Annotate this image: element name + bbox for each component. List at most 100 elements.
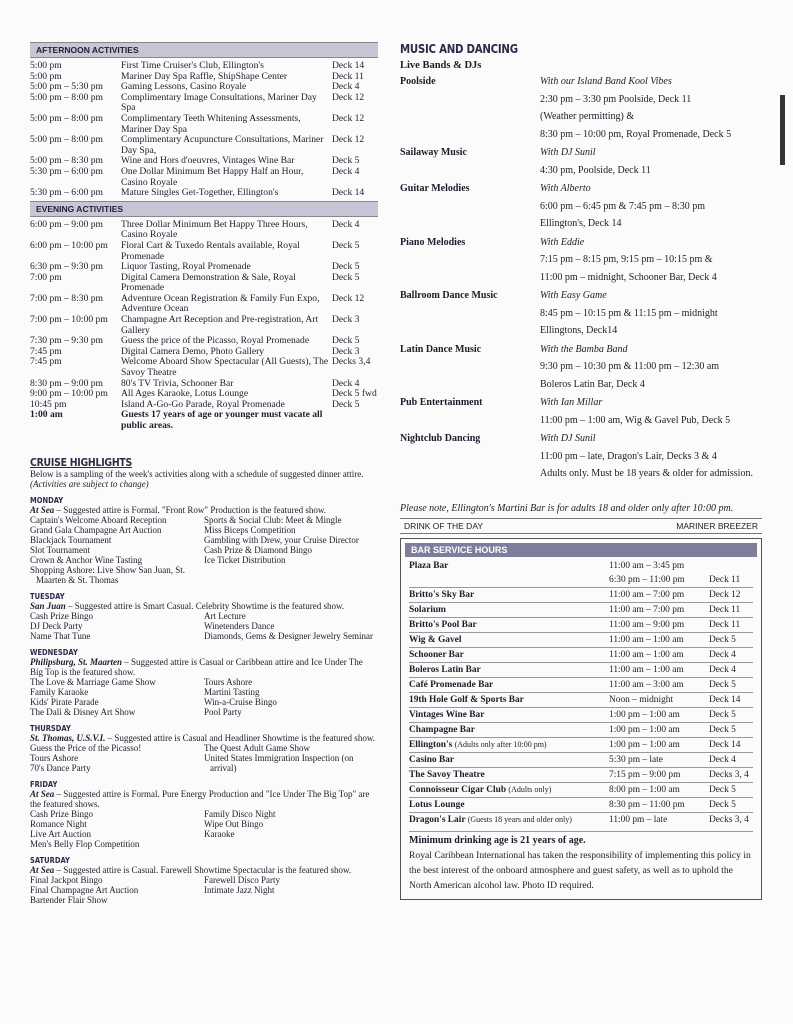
day-heading: WEDNESDAY [30,647,78,657]
hours-line: 11:00 am – 3:00 am [609,679,684,690]
hours: 1:00 pm – 1:00 am [609,708,709,722]
activity-lists: The Love & Marriage Game Show Family Kara… [30,677,378,717]
activity: Guess the price of the Picasso, Royal Pr… [121,335,310,347]
list-item: Name That Tune [30,630,91,641]
activity: Champagne Art Reception and Pre-registra… [121,314,319,336]
activity-row: 5:00 pm – 5:30 pm Gaming Lessons, Casino … [30,82,378,93]
music-row: Guitar Melodies With Alberto 6:00 pm – 6:4… [400,180,762,233]
bar-name: Café Promenade Bar [409,678,609,692]
list-item: DJ Deck Party [30,620,83,631]
hours-line: 11:00 am – 7:00 pm [609,604,685,615]
bar-name: Connoisseur Cigar Club (Adults only) [409,783,609,797]
hours-line: 6:30 pm – 11:00 pm [609,574,685,585]
details: With DJ Sunil 11:00 pm – late, Dragon's L… [540,430,753,483]
detail-line: With Eddie [540,236,585,248]
hours: 11:00 am – 7:00 pm [609,588,709,602]
time: 6:00 pm – 10:00 pm [30,239,108,251]
name: Casino Bar [409,754,455,765]
detail-line: With our Island Band Kool Vibes [540,76,672,87]
deck: Deck 5 [332,398,360,410]
music-row: Ballroom Dance Music With Easy Game 8:45 p… [400,287,762,340]
list-column: Sports & Social Club: Meet & Mingle Miss … [204,515,378,585]
name: 19th Hole Golf & Sports Bar [409,694,524,705]
deck: Deck 5 fwd [332,388,377,400]
day-intro: Philipsburg, St. Maarten – Suggested att… [30,657,378,677]
list-item: The Quest Adult Game Show [204,742,310,753]
hours-line: 5:30 pm – late [609,754,663,765]
list-item: Captain's Welcome Aboard Reception [30,514,167,525]
deck: Deck 12 [709,589,741,600]
place: At Sea [30,504,55,515]
activity-row: 10:45 pm Island A-Go-Go Parade, Royal Pro… [30,398,378,411]
list-item: Gambling with Drew, your Cruise Director [204,534,359,545]
detail-line: 11:00 pm – midnight, Schooner Bar, Deck … [540,271,717,283]
hours: 5:30 pm – late [609,753,709,767]
drink-of-day: DRINK OF THE DAY MARINER BREEZER [400,517,762,534]
list-item: Bartender Flair Show [30,894,108,905]
detail-line: 11:00 pm – 1:00 am, Wig & Gavel Pub, Dec… [540,414,731,426]
deck: Deck 4 [332,165,360,177]
details: With our Island Band Kool Vibes 2:30 pm –… [540,73,731,143]
list-item: Farewell Disco Party [204,874,280,885]
time: 5:00 pm [30,70,62,82]
music-row: Nightclub Dancing With DJ Sunil 11:00 pm –… [400,430,762,483]
list-column: Captain's Welcome Aboard Reception Grand … [30,515,204,585]
list-item: The Love & Marriage Game Show [30,676,156,687]
activity-row: 5:00 pm Mariner Day Spa Raffle, ShipShape… [30,70,378,83]
name: Britto's Pool Bar [409,619,477,630]
activity: One Dollar Minimum Bet Happy Half an Hou… [121,165,304,188]
deck: Deck 3 [332,345,360,357]
time: 6:30 pm – 9:30 pm [30,261,104,273]
activity-row: 6:30 pm – 9:30 pm Liquor Tasting, Royal P… [30,261,378,273]
detail-line: 4:30 pm, Poolside, Deck 11 [540,164,651,176]
hours-line: 1:00 pm – 1:00 am [609,739,680,750]
bar-row: Café Promenade Bar 11:00 am – 3:00 am Deck… [409,676,753,692]
activity-lists: Cash Prize Bingo DJ Deck Party Name That T… [30,611,378,641]
time: 5:00 pm – 8:00 pm [30,134,104,146]
activity-row: 7:00 pm – 10:00 pm Champagne Art Receptio… [30,314,378,336]
subtitle: Live Bands & DJs [400,60,482,71]
deck: Deck 11 [709,604,741,615]
time: 5:00 pm [30,60,62,71]
age: Minimum drinking age is 21 years of age. [409,830,753,846]
day-heading: THURSDAY [30,723,71,733]
deck: Decks 3,4 [332,356,371,368]
day-intro: At Sea – Suggested attire is Formal. "Fr… [30,505,378,515]
list-item: Family Karaoke [30,686,89,697]
name: Vintages Wine Bar [409,709,485,720]
bar-row: The Savoy Theatre 7:15 pm – 9:00 pm Decks … [409,766,753,782]
detail-line: Boleros Latin Bar, Deck 4 [540,378,645,390]
hours: 11:00 am – 1:00 am [609,633,709,647]
bar-name: Casino Bar [409,753,609,767]
detail-line: With Alberto [540,183,591,194]
hours-line: 11:00 am – 7:00 pm [609,589,685,600]
deck: Deck 5 [332,239,360,251]
time: 5:00 pm – 8:00 pm [30,91,104,103]
hours-line: 1:00 pm – 1:00 am [609,724,680,735]
hours: 11:00 am – 9:00 pm [609,618,709,632]
deck: Deck 5 [709,784,736,795]
hours-line: 8:00 pm – 1:00 am [609,784,680,795]
bar-row: Plaza Bar 11:00 am – 3:45 pm 6:30 pm – 11:… [409,559,753,587]
activity-row: 7:45 pm Digital Camera Demo, Photo Galler… [30,345,378,358]
time: 5:00 pm – 5:30 pm [30,81,104,93]
activity-row: 7:00 pm – 8:30 pm Adventure Ocean Registr… [30,293,378,315]
bar-row: Britto's Pool Bar 11:00 am – 9:00 pm Deck … [409,616,753,632]
bar-name: Boleros Latin Bar [409,663,609,677]
activity: All Ages Karaoke, Lotus Lounge [121,388,249,400]
details: With Ian Millar 11:00 pm – 1:00 am, Wig &… [540,394,730,429]
music-row: Sailaway Music With DJ Sunil 4:30 pm, Pool… [400,144,762,179]
deck: Deck 14 [709,694,741,705]
deck: Deck 4 [709,649,736,660]
detail-line: 8:45 pm – 10:15 pm & 11:15 pm – midnight [540,307,718,319]
hours-line: 11:00 am – 1:00 am [609,649,684,660]
list-item: Tours Ashore [204,676,253,687]
activity: Liquor Tasting, Royal Promenade [121,261,251,273]
activity: Digital Camera Demonstration & Sale, Roy… [121,271,296,294]
bar-row: Schooner Bar 11:00 am – 1:00 am Deck 4 [409,646,753,662]
name: Britto's Sky Bar [409,589,475,600]
list-column: Art Lecture Winetenders Dance Diamonds, Ge… [204,611,378,641]
list-item: Cash Prize Bingo [30,610,93,621]
bar-name: Plaza Bar [409,559,609,587]
detail-line: (Weather permitting) & [540,111,635,122]
